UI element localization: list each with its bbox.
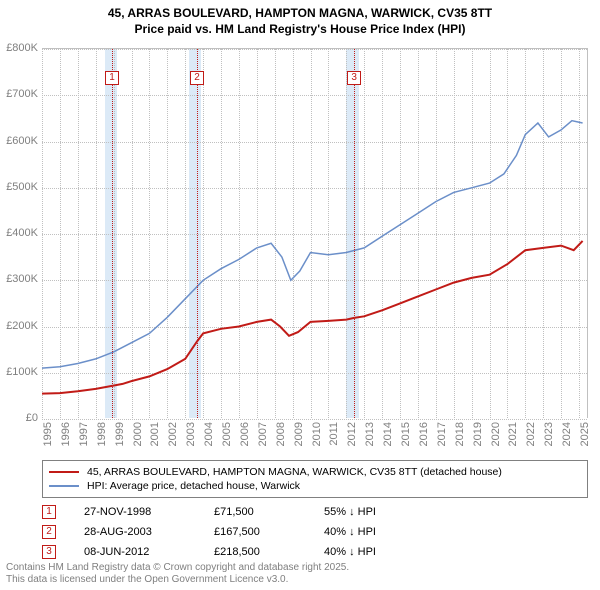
x-tick-label: 2003 [185,422,197,446]
y-tick-label: £300K [6,273,38,285]
x-tick-label: 2012 [346,422,358,446]
x-tick-label: 2006 [239,422,251,446]
marker-label: 3 [347,71,361,85]
x-tick-label: 2019 [472,422,484,446]
x-tick-label: 1995 [42,422,54,446]
footer-line1: Contains HM Land Registry data © Crown c… [6,562,349,574]
y-axis: £0£100K£200K£300K£400K£500K£600K£700K£80… [0,48,42,418]
x-tick-label: 2017 [436,422,448,446]
x-tick-label: 2021 [507,422,519,446]
x-tick-label: 2011 [328,422,340,446]
x-tick-label: 2015 [400,422,412,446]
x-tick-label: 2008 [275,422,287,446]
legend-swatch [49,485,79,487]
tx-delta: 40% ↓ HPI [324,546,434,558]
y-tick-label: £400K [6,227,38,239]
x-tick-label: 1996 [60,422,72,446]
x-tick-label: 2022 [525,422,537,446]
legend-item: 45, ARRAS BOULEVARD, HAMPTON MAGNA, WARW… [49,465,581,479]
x-tick-label: 2010 [311,422,323,446]
table-row: 3 08-JUN-2012£218,50040% ↓ HPI [42,542,434,562]
x-tick-label: 2001 [149,422,161,446]
legend-label: HPI: Average price, detached house, Warw… [87,480,300,492]
x-tick-label: 1997 [78,422,90,446]
chart-svg [42,49,587,418]
table-row: 2 28-AUG-2003£167,50040% ↓ HPI [42,522,434,542]
legend-swatch [49,471,79,473]
x-tick-label: 1998 [96,422,108,446]
x-tick-label: 1999 [114,422,126,446]
chart-title: 45, ARRAS BOULEVARD, HAMPTON MAGNA, WARW… [0,0,600,37]
x-tick-label: 2018 [454,422,466,446]
legend-label: 45, ARRAS BOULEVARD, HAMPTON MAGNA, WARW… [87,466,502,478]
tx-date: 27-NOV-1998 [84,506,214,518]
footer-attribution: Contains HM Land Registry data © Crown c… [6,562,349,586]
x-tick-label: 2020 [490,422,502,446]
tx-date: 08-JUN-2012 [84,546,214,558]
legend-item: HPI: Average price, detached house, Warw… [49,479,581,493]
tx-date: 28-AUG-2003 [84,526,214,538]
transaction-table: 1 27-NOV-1998£71,50055% ↓ HPI 2 28-AUG-2003… [42,502,434,562]
x-tick-label: 2007 [257,422,269,446]
y-tick-label: £500K [6,181,38,193]
footer-line2: This data is licensed under the Open Gov… [6,574,349,586]
y-tick-label: £200K [6,320,38,332]
marker-line [354,49,355,418]
x-tick-label: 2016 [418,422,430,446]
x-tick-label: 2004 [203,422,215,446]
x-tick-label: 2014 [382,422,394,446]
y-tick-label: £0 [26,412,38,424]
y-tick-label: £600K [6,135,38,147]
tx-price: £218,500 [214,546,324,558]
chart-plot-area: 1 2 3 [42,48,588,418]
tx-delta: 40% ↓ HPI [324,526,434,538]
title-line1: 45, ARRAS BOULEVARD, HAMPTON MAGNA, WARW… [0,6,600,22]
y-tick-label: £800K [6,42,38,54]
y-tick-label: £700K [6,88,38,100]
tx-price: £167,500 [214,526,324,538]
table-row: 1 27-NOV-1998£71,50055% ↓ HPI [42,502,434,522]
x-tick-label: 2025 [579,422,591,446]
tx-marker-number: 2 [42,525,56,539]
x-tick-label: 2000 [132,422,144,446]
x-tick-label: 2009 [293,422,305,446]
x-tick-label: 2013 [364,422,376,446]
series-property [42,241,583,394]
x-tick-label: 2002 [167,422,179,446]
marker-label: 1 [105,71,119,85]
x-tick-label: 2005 [221,422,233,446]
tx-price: £71,500 [214,506,324,518]
title-line2: Price paid vs. HM Land Registry's House … [0,22,600,38]
x-axis: 1995 1996 1997 1998 1999 2000 2001 2002 2003 2004… [42,418,588,458]
tx-marker-number: 3 [42,545,56,559]
y-tick-label: £100K [6,366,38,378]
legend: 45, ARRAS BOULEVARD, HAMPTON MAGNA, WARW… [42,460,588,498]
x-tick-label: 2023 [543,422,555,446]
tx-marker-number: 1 [42,505,56,519]
series-hpi [42,121,583,368]
marker-label: 2 [190,71,204,85]
marker-line [197,49,198,418]
tx-delta: 55% ↓ HPI [324,506,434,518]
x-tick-label: 2024 [561,422,573,446]
marker-line [112,49,113,418]
